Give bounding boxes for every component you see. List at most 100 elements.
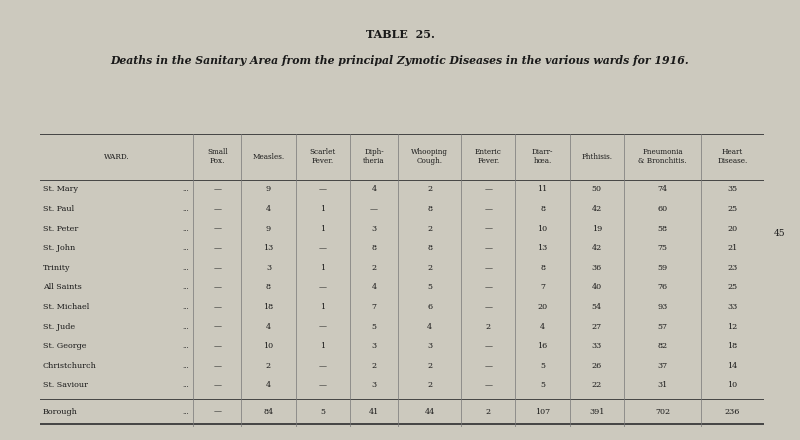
Text: Trinity: Trinity [43,264,70,272]
Text: 14: 14 [727,362,738,370]
Text: 10: 10 [263,342,274,350]
Text: —: — [214,205,222,213]
Text: —: — [484,303,492,311]
Text: 4: 4 [371,185,377,193]
Text: 2: 2 [266,362,271,370]
Text: 50: 50 [592,185,602,193]
Text: —: — [214,362,222,370]
Text: 1: 1 [320,224,326,233]
Text: 19: 19 [592,224,602,233]
Text: St. Mary: St. Mary [43,185,78,193]
Text: —: — [484,224,492,233]
Text: St. George: St. George [43,342,86,350]
Text: St. Jude: St. Jude [43,323,75,330]
Text: St. Saviour: St. Saviour [43,381,88,389]
Text: 6: 6 [427,303,432,311]
Text: 2: 2 [486,408,490,416]
Text: 5: 5 [540,381,545,389]
Text: 42: 42 [592,205,602,213]
Text: Diph-
theria: Diph- theria [363,148,385,165]
Text: WARD.: WARD. [104,153,130,161]
Text: 60: 60 [658,205,667,213]
Text: —: — [484,205,492,213]
Text: —: — [214,244,222,252]
Text: 4: 4 [266,381,271,389]
Text: 13: 13 [263,244,274,252]
Text: 5: 5 [427,283,432,291]
Text: —: — [214,283,222,291]
Text: 27: 27 [592,323,602,330]
Text: Phthisis.: Phthisis. [582,153,612,161]
Text: 44: 44 [425,408,434,416]
Text: —: — [484,362,492,370]
Text: —: — [484,381,492,389]
Text: —: — [484,185,492,193]
Text: 8: 8 [266,283,271,291]
Text: St. Paul: St. Paul [43,205,74,213]
Text: 3: 3 [427,342,432,350]
Text: —: — [318,244,326,252]
Text: ...: ... [182,224,189,233]
Text: 10: 10 [538,224,547,233]
Text: 391: 391 [589,408,605,416]
Text: —: — [318,323,326,330]
Text: ...: ... [182,303,189,311]
Text: 57: 57 [658,323,667,330]
Text: All Saints: All Saints [43,283,82,291]
Text: 2: 2 [427,362,432,370]
Text: 5: 5 [320,408,326,416]
Text: 20: 20 [727,224,738,233]
Text: 37: 37 [658,362,667,370]
Text: 40: 40 [592,283,602,291]
Text: 35: 35 [727,185,738,193]
Text: 20: 20 [538,303,547,311]
Text: St. Michael: St. Michael [43,303,89,311]
Text: —: — [214,408,222,416]
Text: —: — [214,303,222,311]
Text: 93: 93 [658,303,667,311]
Text: 8: 8 [427,244,432,252]
Text: 8: 8 [371,244,377,252]
Text: 75: 75 [658,244,667,252]
Text: —: — [214,342,222,350]
Text: 18: 18 [727,342,738,350]
Text: Diarr-
hœa.: Diarr- hœa. [532,148,554,165]
Text: ...: ... [182,205,189,213]
Text: 2: 2 [427,264,432,272]
Text: 4: 4 [266,323,271,330]
Text: —: — [484,342,492,350]
Text: 2: 2 [371,362,377,370]
Text: 1: 1 [320,303,326,311]
Text: —: — [370,205,378,213]
Text: —: — [214,185,222,193]
Text: 8: 8 [427,205,432,213]
Text: Heart
Disease.: Heart Disease. [718,148,748,165]
Text: 33: 33 [727,303,738,311]
Text: 33: 33 [592,342,602,350]
Text: 76: 76 [658,283,667,291]
Text: 5: 5 [371,323,377,330]
Text: —: — [484,244,492,252]
Text: 3: 3 [371,381,377,389]
Text: 702: 702 [655,408,670,416]
Text: 1: 1 [320,264,326,272]
Text: 5: 5 [540,362,545,370]
Text: —: — [214,264,222,272]
Text: —: — [318,362,326,370]
Text: 21: 21 [727,244,738,252]
Text: 4: 4 [540,323,545,330]
Text: 7: 7 [371,303,377,311]
Text: 25: 25 [727,205,738,213]
Text: Deaths in the Sanitary Area from the principal Zymotic Diseases in the various w: Deaths in the Sanitary Area from the pri… [110,55,690,66]
Text: ...: ... [182,185,189,193]
Text: 7: 7 [540,283,545,291]
Text: 45: 45 [774,229,786,238]
Text: Scarlet
Fever.: Scarlet Fever. [310,148,336,165]
Text: 236: 236 [725,408,740,416]
Text: 2: 2 [427,381,432,389]
Text: —: — [318,381,326,389]
Text: —: — [214,323,222,330]
Text: 107: 107 [535,408,550,416]
Text: 25: 25 [727,283,738,291]
Text: 2: 2 [427,185,432,193]
